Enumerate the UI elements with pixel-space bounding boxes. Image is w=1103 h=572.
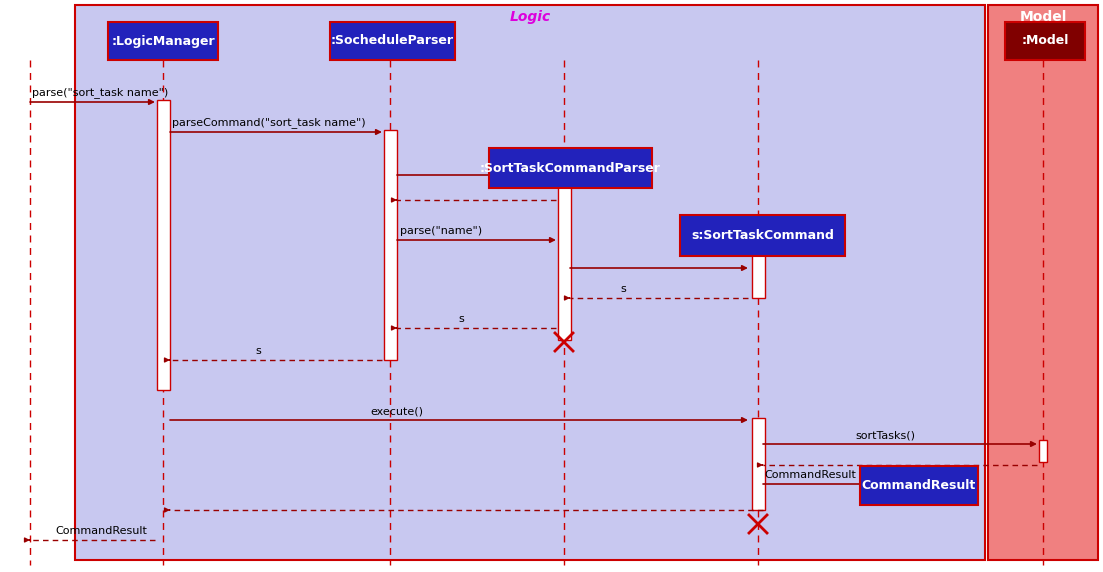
Text: s:SortTaskCommand: s:SortTaskCommand: [692, 229, 834, 242]
Text: s: s: [255, 346, 260, 356]
Text: :Model: :Model: [1021, 34, 1069, 47]
Bar: [681, 215, 845, 256]
Bar: [860, 466, 978, 505]
Bar: [108, 22, 218, 60]
Bar: [557, 175, 570, 340]
Bar: [1039, 440, 1047, 462]
Text: CommandResult: CommandResult: [861, 479, 976, 492]
Bar: [988, 5, 1097, 560]
Text: Model: Model: [1019, 10, 1067, 24]
Text: sortTasks(): sortTasks(): [855, 430, 915, 440]
Text: :SortTaskCommandParser: :SortTaskCommandParser: [480, 161, 661, 174]
Text: s: s: [458, 314, 463, 324]
Text: execute(): execute(): [370, 406, 422, 416]
Text: CommandResult: CommandResult: [55, 526, 147, 536]
Bar: [489, 148, 652, 188]
Bar: [75, 5, 985, 560]
Bar: [384, 130, 396, 360]
Text: parse("name"): parse("name"): [400, 226, 482, 236]
Bar: [157, 100, 170, 390]
Bar: [751, 418, 764, 510]
Bar: [330, 22, 456, 60]
Text: s: s: [620, 284, 625, 294]
Bar: [751, 215, 764, 298]
Text: Logic: Logic: [510, 10, 550, 24]
Text: parseCommand("sort_task name"): parseCommand("sort_task name"): [172, 117, 365, 128]
Text: CommandResult: CommandResult: [764, 470, 856, 480]
Text: :SocheduleParser: :SocheduleParser: [331, 34, 454, 47]
Bar: [1005, 22, 1085, 60]
Text: parse("sort_task name"): parse("sort_task name"): [32, 87, 169, 98]
Text: :LogicManager: :LogicManager: [111, 34, 215, 47]
